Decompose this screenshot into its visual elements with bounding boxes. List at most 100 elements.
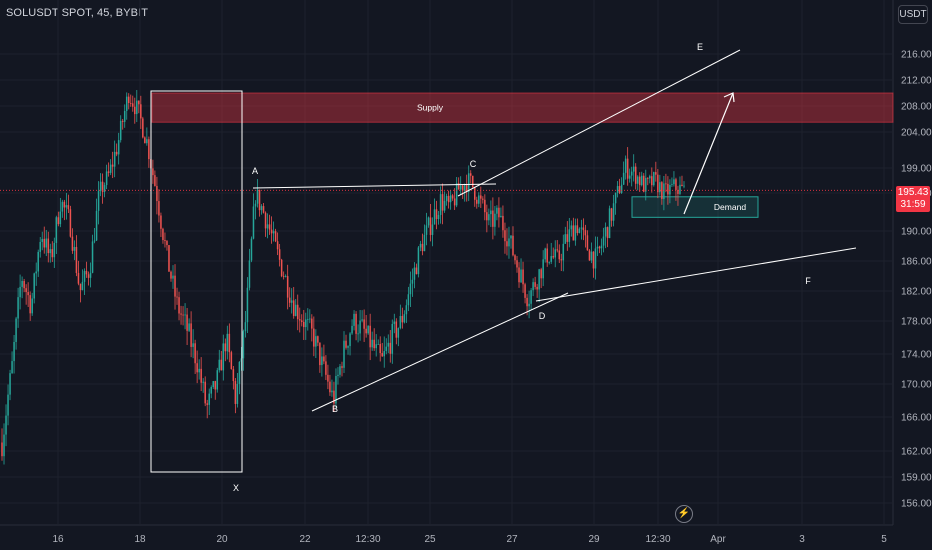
candle-body xyxy=(77,272,80,284)
candle-body xyxy=(25,288,27,293)
candle-body xyxy=(294,304,297,316)
candle-body xyxy=(284,276,287,277)
wave-label-b: B xyxy=(332,404,338,414)
candle-body xyxy=(554,249,557,258)
candle-body xyxy=(71,236,74,251)
drawings xyxy=(150,49,857,473)
candle-body xyxy=(140,104,142,119)
candle-body xyxy=(560,259,563,261)
candle-body xyxy=(600,245,603,249)
candle-body xyxy=(178,297,180,314)
candle-body xyxy=(41,238,44,242)
candle-body xyxy=(35,271,37,274)
candle-body xyxy=(610,208,613,221)
candle-body xyxy=(476,199,478,204)
candle-body xyxy=(357,333,359,335)
candle-body xyxy=(447,195,450,203)
candle-body xyxy=(182,314,184,316)
candle-body xyxy=(626,158,629,179)
candle-body xyxy=(594,248,597,269)
candle-body xyxy=(409,283,412,295)
candle-body xyxy=(423,234,426,252)
candle-body xyxy=(526,297,528,307)
trend-line-ce xyxy=(457,49,741,197)
candle-body xyxy=(158,201,160,216)
candle-body xyxy=(101,181,104,192)
candle-body xyxy=(592,251,595,269)
candle-body xyxy=(606,227,609,239)
candle-body xyxy=(373,339,375,349)
candle-body xyxy=(683,185,685,187)
candle-body xyxy=(270,229,273,234)
currency-badge[interactable]: USDT xyxy=(898,5,928,24)
resistance-line-ac xyxy=(252,183,497,189)
candle-body xyxy=(608,208,611,239)
candle-body xyxy=(226,333,229,352)
candle-body xyxy=(413,267,416,280)
price-tick-label: 174.00 xyxy=(901,350,932,361)
range-box xyxy=(150,90,243,473)
candle-body xyxy=(93,240,96,242)
time-tick-label: 12:30 xyxy=(355,534,380,545)
candle-body xyxy=(105,171,108,186)
candle-body xyxy=(405,305,408,315)
candle-body xyxy=(512,235,514,256)
candle-body xyxy=(490,210,492,215)
candle-body xyxy=(349,333,351,347)
candle-body xyxy=(123,110,126,122)
candle-body xyxy=(258,189,261,211)
candle-body xyxy=(63,201,66,208)
candle-body xyxy=(474,187,476,200)
candle-body xyxy=(119,120,122,141)
candle-body xyxy=(596,246,599,249)
candle-body xyxy=(522,269,524,285)
time-tick-label: 5 xyxy=(881,534,887,545)
candle-body xyxy=(488,214,490,221)
candle-body xyxy=(9,373,11,395)
candle-body xyxy=(121,120,124,122)
candle-body xyxy=(345,340,347,348)
candle-body xyxy=(59,211,62,225)
candle-body xyxy=(176,296,178,298)
candle-body xyxy=(138,100,140,105)
time-tick-label: 29 xyxy=(588,534,600,545)
price-tick-label: 199.00 xyxy=(901,164,932,175)
candle-body xyxy=(1,442,3,457)
candle-body xyxy=(196,363,198,373)
candle-body xyxy=(117,140,120,155)
candle-body xyxy=(156,185,158,202)
candle-body xyxy=(47,238,50,254)
candle-body xyxy=(75,246,78,273)
supply-zone xyxy=(151,92,894,123)
candle-body xyxy=(520,269,522,283)
candle-body xyxy=(113,151,116,167)
candle-body xyxy=(303,321,305,328)
candle-body xyxy=(534,282,536,287)
time-tick-label: 20 xyxy=(216,534,228,545)
wave-label-c: C xyxy=(470,159,477,169)
candle-body xyxy=(657,174,659,193)
candle-body xyxy=(335,376,337,404)
candle-body xyxy=(399,315,402,329)
candle-body xyxy=(590,251,593,261)
candle-body xyxy=(659,182,661,193)
flash-icon[interactable]: ⚡ xyxy=(675,505,693,523)
candle-body xyxy=(218,359,221,371)
time-tick-label: 22 xyxy=(299,534,311,545)
candle-body xyxy=(83,270,86,282)
candle-body xyxy=(268,224,271,230)
candle-body xyxy=(632,166,635,172)
candle-body xyxy=(443,200,446,211)
candle-body xyxy=(381,353,383,357)
candle-body xyxy=(244,322,247,332)
candle-body xyxy=(480,195,482,199)
candle-body xyxy=(564,234,567,244)
candle-body xyxy=(558,250,561,260)
candle-body xyxy=(194,343,196,364)
candle-body xyxy=(315,336,317,347)
candle-body xyxy=(628,175,631,179)
candle-body xyxy=(663,183,665,199)
price-tick-label: 186.00 xyxy=(901,257,932,268)
candle-body xyxy=(172,275,174,279)
